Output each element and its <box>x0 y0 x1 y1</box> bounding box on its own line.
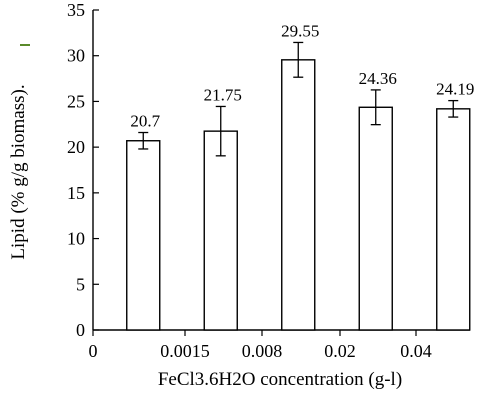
x-tick-label: 0.02 <box>324 341 356 361</box>
y-tick-label: 10 <box>67 229 85 249</box>
data-label: 29.55 <box>281 21 319 40</box>
x-axis-title: FeCl3.6H2O concentration (g-l) <box>158 369 402 390</box>
ylabel-marker <box>20 44 30 46</box>
x-tick-label: 0.04 <box>400 341 432 361</box>
y-axis-title: Lipid (% g/g biomass). <box>8 84 29 259</box>
x-tick-label: 0.0015 <box>160 341 210 361</box>
bar <box>436 108 471 331</box>
bar <box>281 59 316 331</box>
data-label: 24.19 <box>436 80 474 99</box>
x-tick-label: 0.008 <box>242 341 283 361</box>
bar <box>203 130 238 331</box>
y-tick-label: 30 <box>67 46 85 66</box>
data-label: 24.36 <box>359 69 397 88</box>
x-tick-label: 0 <box>89 341 98 361</box>
y-tick-label: 20 <box>67 137 85 157</box>
bars <box>126 41 471 331</box>
data-label: 21.75 <box>204 85 242 104</box>
bar <box>358 106 393 331</box>
y-tick-label: 15 <box>67 183 85 203</box>
y-tick-label: 5 <box>76 274 85 294</box>
y-tick-label: 25 <box>67 91 85 111</box>
data-label: 20.7 <box>130 112 160 131</box>
labels: 0 5 10 15 20 25 30 35 20.7 21.75 29.55 24.36 24.19 0 0… <box>67 0 474 361</box>
y-tick-label: 0 <box>76 320 85 340</box>
y-tick-label: 35 <box>67 0 85 20</box>
bar <box>126 140 161 331</box>
